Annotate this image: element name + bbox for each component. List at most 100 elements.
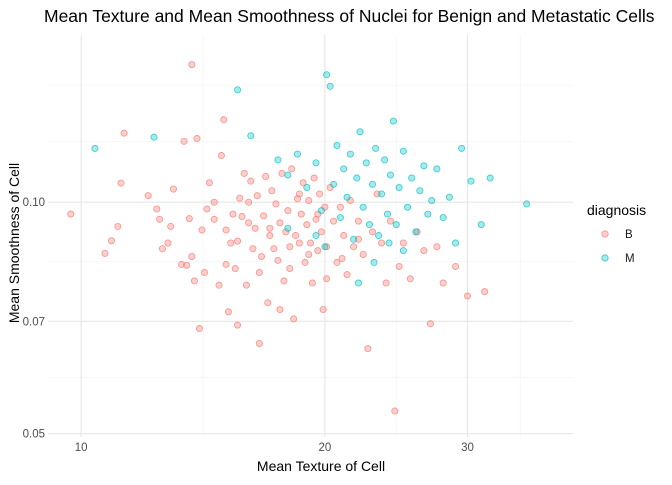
grid-major	[48, 35, 573, 437]
point-m-3	[247, 132, 255, 140]
point-b-0	[67, 210, 75, 218]
point-m-53	[385, 239, 393, 247]
point-b-59	[288, 165, 296, 173]
point-m-54	[399, 247, 407, 255]
series-b	[67, 61, 489, 415]
point-m-16	[343, 193, 351, 201]
x-tick-labels: 10 20 30	[75, 442, 474, 454]
point-m-36	[408, 174, 416, 182]
point-b-17	[188, 61, 196, 69]
point-m-38	[416, 187, 424, 195]
point-m-37	[412, 228, 420, 236]
point-m-28	[381, 156, 389, 164]
point-b-93	[382, 279, 390, 287]
point-b-54	[278, 169, 286, 177]
point-b-19	[193, 135, 201, 143]
point-b-76	[319, 306, 327, 314]
point-b-122	[354, 235, 362, 243]
point-b-71	[310, 174, 318, 182]
point-b-118	[305, 251, 313, 259]
point-m-19	[353, 174, 361, 182]
point-b-63	[295, 239, 303, 247]
point-m-0	[91, 144, 99, 152]
point-b-111	[234, 237, 242, 245]
point-b-105	[463, 292, 471, 300]
point-b-88	[359, 251, 367, 259]
point-b-4	[114, 222, 122, 230]
point-m-42	[433, 165, 441, 173]
point-m-33	[395, 184, 403, 192]
point-b-30	[227, 239, 235, 247]
point-b-94	[386, 217, 394, 225]
points-layer	[67, 61, 531, 415]
point-b-56	[282, 228, 290, 236]
y-tick-label-2: 0.10	[23, 197, 45, 209]
point-b-117	[295, 190, 303, 198]
point-b-57	[284, 207, 292, 215]
point-b-120	[323, 275, 331, 283]
y-tick-labels: 0.05 0.07 0.10	[23, 197, 45, 440]
point-m-34	[399, 147, 407, 155]
point-m-50	[523, 200, 531, 208]
point-m-20	[356, 128, 364, 136]
point-m-22	[362, 159, 370, 167]
point-b-89	[364, 345, 372, 353]
point-m-5	[284, 171, 292, 179]
point-b-36	[240, 169, 248, 177]
point-b-98	[406, 275, 414, 283]
legend-title: diagnosis	[587, 202, 646, 218]
point-m-17	[346, 150, 354, 158]
point-m-7	[303, 184, 311, 192]
point-b-26	[217, 152, 225, 160]
point-b-22	[203, 205, 211, 213]
point-m-21	[359, 203, 367, 211]
point-b-51	[272, 200, 280, 208]
point-m-8	[312, 159, 320, 167]
point-b-31	[229, 210, 237, 218]
point-b-11	[167, 222, 175, 230]
point-b-107	[188, 252, 196, 260]
point-b-16	[185, 215, 193, 223]
point-b-87	[354, 217, 362, 225]
point-b-115	[276, 306, 284, 314]
point-b-64	[297, 210, 305, 218]
point-b-90	[369, 228, 377, 236]
point-b-95	[391, 407, 399, 415]
point-b-25	[215, 281, 223, 289]
point-b-55	[280, 277, 288, 285]
legend-key-b-marker	[601, 230, 609, 238]
point-b-53	[276, 219, 284, 227]
point-b-44	[257, 252, 265, 260]
x-tick-label-0: 10	[75, 442, 88, 454]
point-b-42	[253, 192, 261, 200]
point-b-13	[177, 260, 185, 268]
point-m-9	[317, 207, 325, 215]
point-b-14	[183, 261, 191, 269]
legend-label-m: M	[625, 253, 635, 265]
point-b-67	[303, 221, 311, 229]
point-b-2	[107, 237, 115, 245]
point-m-27	[378, 190, 386, 198]
point-b-100	[420, 247, 428, 255]
point-b-15	[180, 137, 188, 145]
point-b-50	[270, 245, 278, 253]
point-b-65	[299, 179, 307, 187]
point-b-9	[158, 245, 166, 253]
point-b-97	[399, 239, 407, 247]
point-b-38	[245, 219, 253, 227]
y-tick-label-0: 0.05	[23, 429, 45, 441]
point-b-102	[433, 243, 441, 251]
grid-minor	[48, 35, 573, 437]
point-m-15	[340, 165, 348, 173]
point-b-3	[117, 179, 125, 187]
point-m-46	[458, 144, 466, 152]
point-b-32	[231, 264, 239, 272]
point-b-83	[340, 232, 348, 240]
point-m-13	[333, 142, 341, 150]
point-b-82	[336, 203, 344, 211]
point-m-43	[439, 214, 447, 222]
point-b-35	[238, 213, 246, 221]
legend-key-m-marker	[601, 254, 609, 262]
point-b-33	[234, 321, 242, 329]
point-m-10	[323, 71, 331, 79]
